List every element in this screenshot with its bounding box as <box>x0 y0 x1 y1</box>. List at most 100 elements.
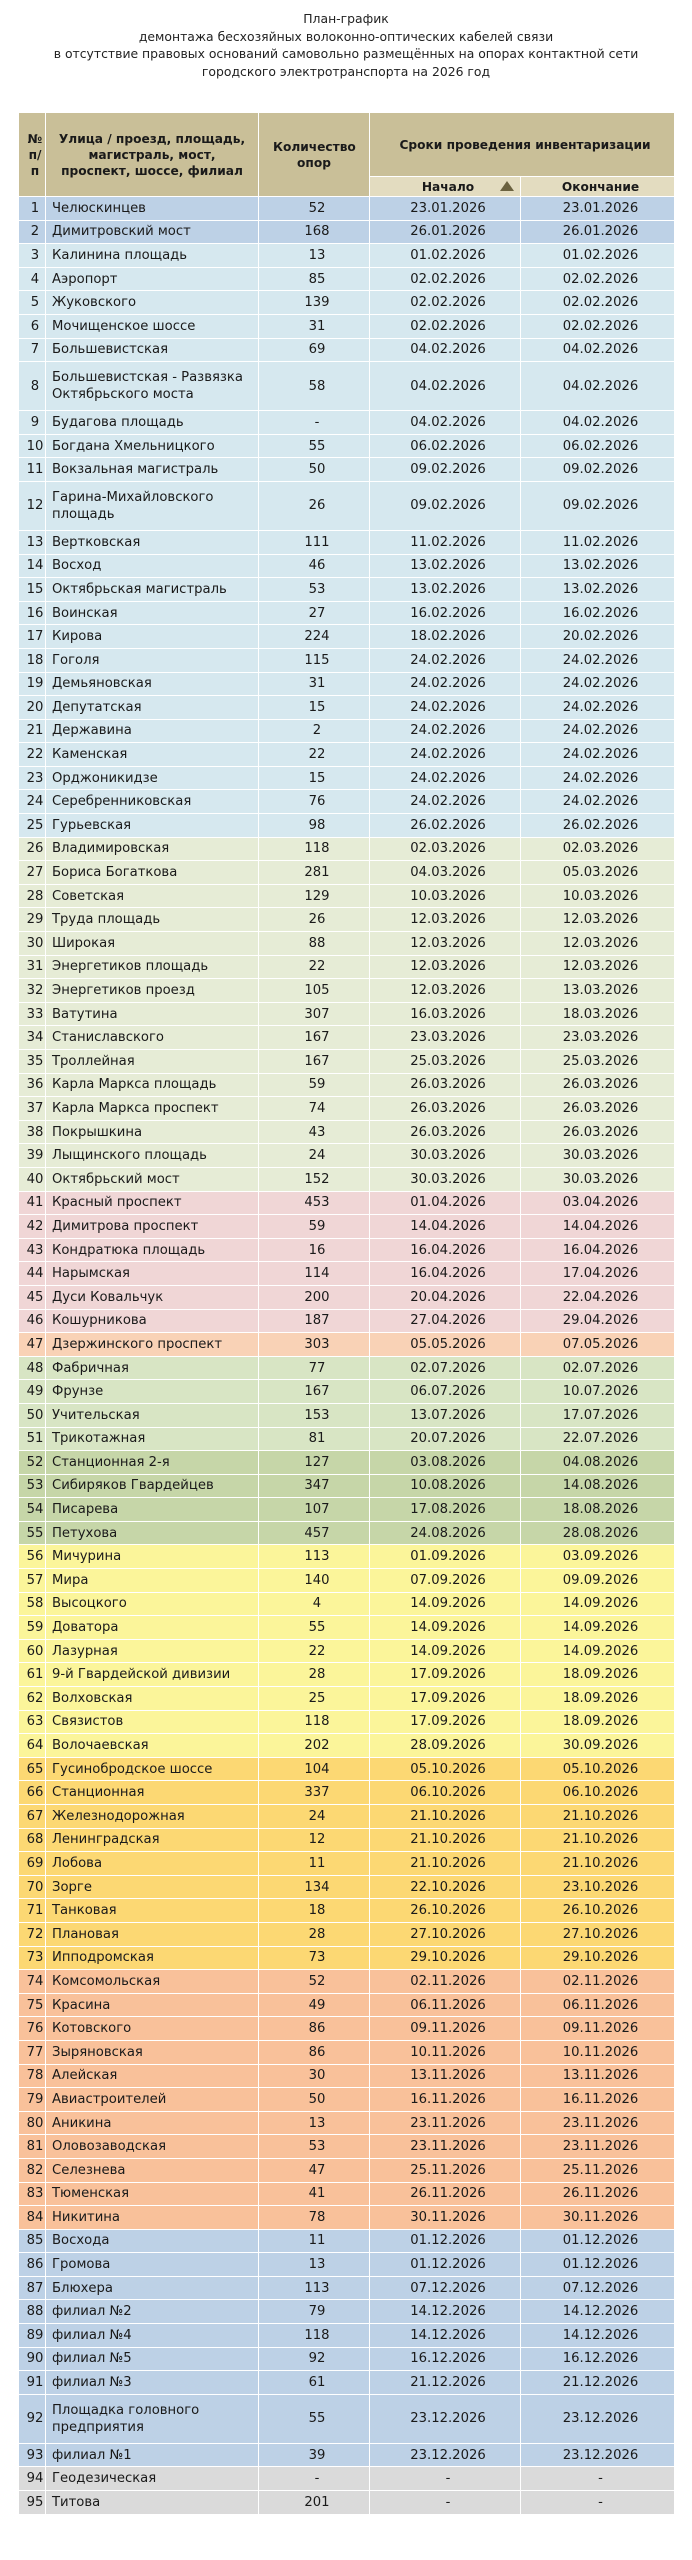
row-start-date: 10.11.2026 <box>369 2039 521 2065</box>
row-end-date: 26.03.2026 <box>520 1119 675 1145</box>
row-street: Учительская <box>45 1402 259 1428</box>
table-row: 19 Демьяновская 31 24.02.2026 24.02.2026 <box>18 671 675 697</box>
row-street: Титова <box>45 2490 259 2515</box>
row-quantity: 55 <box>258 433 370 459</box>
row-end-date: 26.03.2026 <box>520 1096 675 1121</box>
row-number: 51 <box>18 1426 46 1452</box>
row-street: Высоцкого <box>45 1591 259 1617</box>
row-number: 88 <box>18 2299 46 2325</box>
table-row: 75 Красина 49 06.11.2026 06.11.2026 <box>18 1992 675 2018</box>
row-street: Большевистская - Развязка Октябрьского м… <box>45 361 259 412</box>
table-row: 14 Восход 46 13.02.2026 13.02.2026 <box>18 553 675 579</box>
column-header-quantity[interactable]: Количество опор <box>258 112 370 197</box>
row-quantity: 224 <box>258 624 370 649</box>
row-number: 75 <box>18 1992 46 2018</box>
column-header-start[interactable]: Начало <box>369 176 521 197</box>
row-street: Димитрова проспект <box>45 1214 259 1239</box>
row-street: Лобова <box>45 1851 259 1876</box>
row-quantity: 127 <box>258 1450 370 1475</box>
row-end-date: 23.12.2026 <box>520 2442 675 2468</box>
row-start-date: 01.02.2026 <box>369 243 521 268</box>
row-number: 50 <box>18 1402 46 1428</box>
row-number: 59 <box>18 1615 46 1640</box>
row-quantity: 337 <box>258 1780 370 1805</box>
table-row: 79 Авиастроителей 50 16.11.2026 16.11.2026 <box>18 2087 675 2112</box>
row-end-date: 23.11.2026 <box>520 2110 675 2136</box>
row-quantity: 2 <box>258 718 370 744</box>
row-start-date: 04.02.2026 <box>369 361 521 412</box>
row-street: Волочаевская <box>45 1733 259 1758</box>
row-end-date: 23.12.2026 <box>520 2393 675 2444</box>
row-end-date: 14.09.2026 <box>520 1615 675 1640</box>
row-street: филиал №4 <box>45 2323 259 2348</box>
row-start-date: 05.10.2026 <box>369 1756 521 1782</box>
row-start-date: 16.04.2026 <box>369 1237 521 1263</box>
row-quantity: 26 <box>258 907 370 933</box>
row-quantity: 59 <box>258 1072 370 1098</box>
row-street: Зыряновская <box>45 2039 259 2065</box>
row-start-date: 20.07.2026 <box>369 1426 521 1452</box>
row-start-date: 21.10.2026 <box>369 1804 521 1829</box>
row-number: 4 <box>18 266 46 292</box>
row-end-date: 16.04.2026 <box>520 1237 675 1263</box>
row-number: 3 <box>18 243 46 268</box>
row-start-date: 28.09.2026 <box>369 1733 521 1758</box>
table-row: 27 Бориса Богаткова 281 04.03.2026 05.03.202… <box>18 860 675 885</box>
row-number: 2 <box>18 219 46 245</box>
row-end-date: 29.04.2026 <box>520 1308 675 1334</box>
row-number: 89 <box>18 2323 46 2348</box>
row-start-date: 24.02.2026 <box>369 718 521 744</box>
row-start-date: 23.12.2026 <box>369 2393 521 2444</box>
row-street: Комсомольская <box>45 1969 259 1994</box>
row-quantity: 59 <box>258 1214 370 1239</box>
row-end-date: 18.09.2026 <box>520 1709 675 1735</box>
row-number: 68 <box>18 1827 46 1853</box>
table-row: 91 филиал №3 61 21.12.2026 21.12.2026 <box>18 2370 675 2395</box>
row-street: Карла Маркса площадь <box>45 1072 259 1098</box>
table-header-row: № п/п Улица / проезд, площадь, магистрал… <box>18 112 675 197</box>
row-number: 52 <box>18 1450 46 1475</box>
row-street: Связистов <box>45 1709 259 1735</box>
row-quantity: 167 <box>258 1049 370 1074</box>
row-street: Гоголя <box>45 647 259 673</box>
row-number: 93 <box>18 2442 46 2468</box>
table-row: 17 Кирова 224 18.02.2026 20.02.2026 <box>18 624 675 649</box>
row-street: 9-й Гвардейской дивизии <box>45 1662 259 1688</box>
row-quantity: 11 <box>258 1851 370 1876</box>
row-end-date: 26.01.2026 <box>520 219 675 245</box>
row-end-date: 01.02.2026 <box>520 243 675 268</box>
row-end-date: 24.02.2026 <box>520 647 675 673</box>
table-row: 64 Волочаевская 202 28.09.2026 30.09.2026 <box>18 1733 675 1758</box>
row-start-date: 25.03.2026 <box>369 1049 521 1074</box>
row-start-date: 12.03.2026 <box>369 954 521 980</box>
sort-up-triangle-icon[interactable] <box>500 181 514 191</box>
row-number: 67 <box>18 1804 46 1829</box>
row-start-date: 02.11.2026 <box>369 1969 521 1994</box>
row-end-date: 24.02.2026 <box>520 765 675 791</box>
column-header-end[interactable]: Окончание <box>520 176 675 197</box>
row-number: 44 <box>18 1261 46 1286</box>
row-start-date: 04.02.2026 <box>369 410 521 435</box>
row-number: 66 <box>18 1780 46 1805</box>
row-quantity: 39 <box>258 2442 370 2468</box>
row-street: Аникина <box>45 2110 259 2136</box>
table-row: 12 Гарина-Михайловского площадь 26 09.02.20… <box>18 480 675 531</box>
row-street: Покрышкина <box>45 1119 259 1145</box>
row-end-date: - <box>520 2490 675 2515</box>
row-end-date: 14.09.2026 <box>520 1591 675 1617</box>
row-quantity: 58 <box>258 361 370 412</box>
column-header-street[interactable]: Улица / проезд, площадь, магистраль, мос… <box>45 112 259 197</box>
row-start-date: 11.02.2026 <box>369 529 521 555</box>
row-number: 15 <box>18 577 46 602</box>
row-number: 9 <box>18 410 46 435</box>
row-quantity: 50 <box>258 2087 370 2112</box>
row-street: Депутатская <box>45 695 259 720</box>
row-start-date: 02.02.2026 <box>369 266 521 292</box>
row-street: Дзержинского проспект <box>45 1332 259 1357</box>
row-quantity: 307 <box>258 1001 370 1027</box>
row-street: Котовского <box>45 2016 259 2041</box>
row-start-date: 23.03.2026 <box>369 1025 521 1050</box>
row-street: Будагова площадь <box>45 410 259 435</box>
row-number: 27 <box>18 860 46 885</box>
column-header-number[interactable]: № п/п <box>18 112 46 197</box>
